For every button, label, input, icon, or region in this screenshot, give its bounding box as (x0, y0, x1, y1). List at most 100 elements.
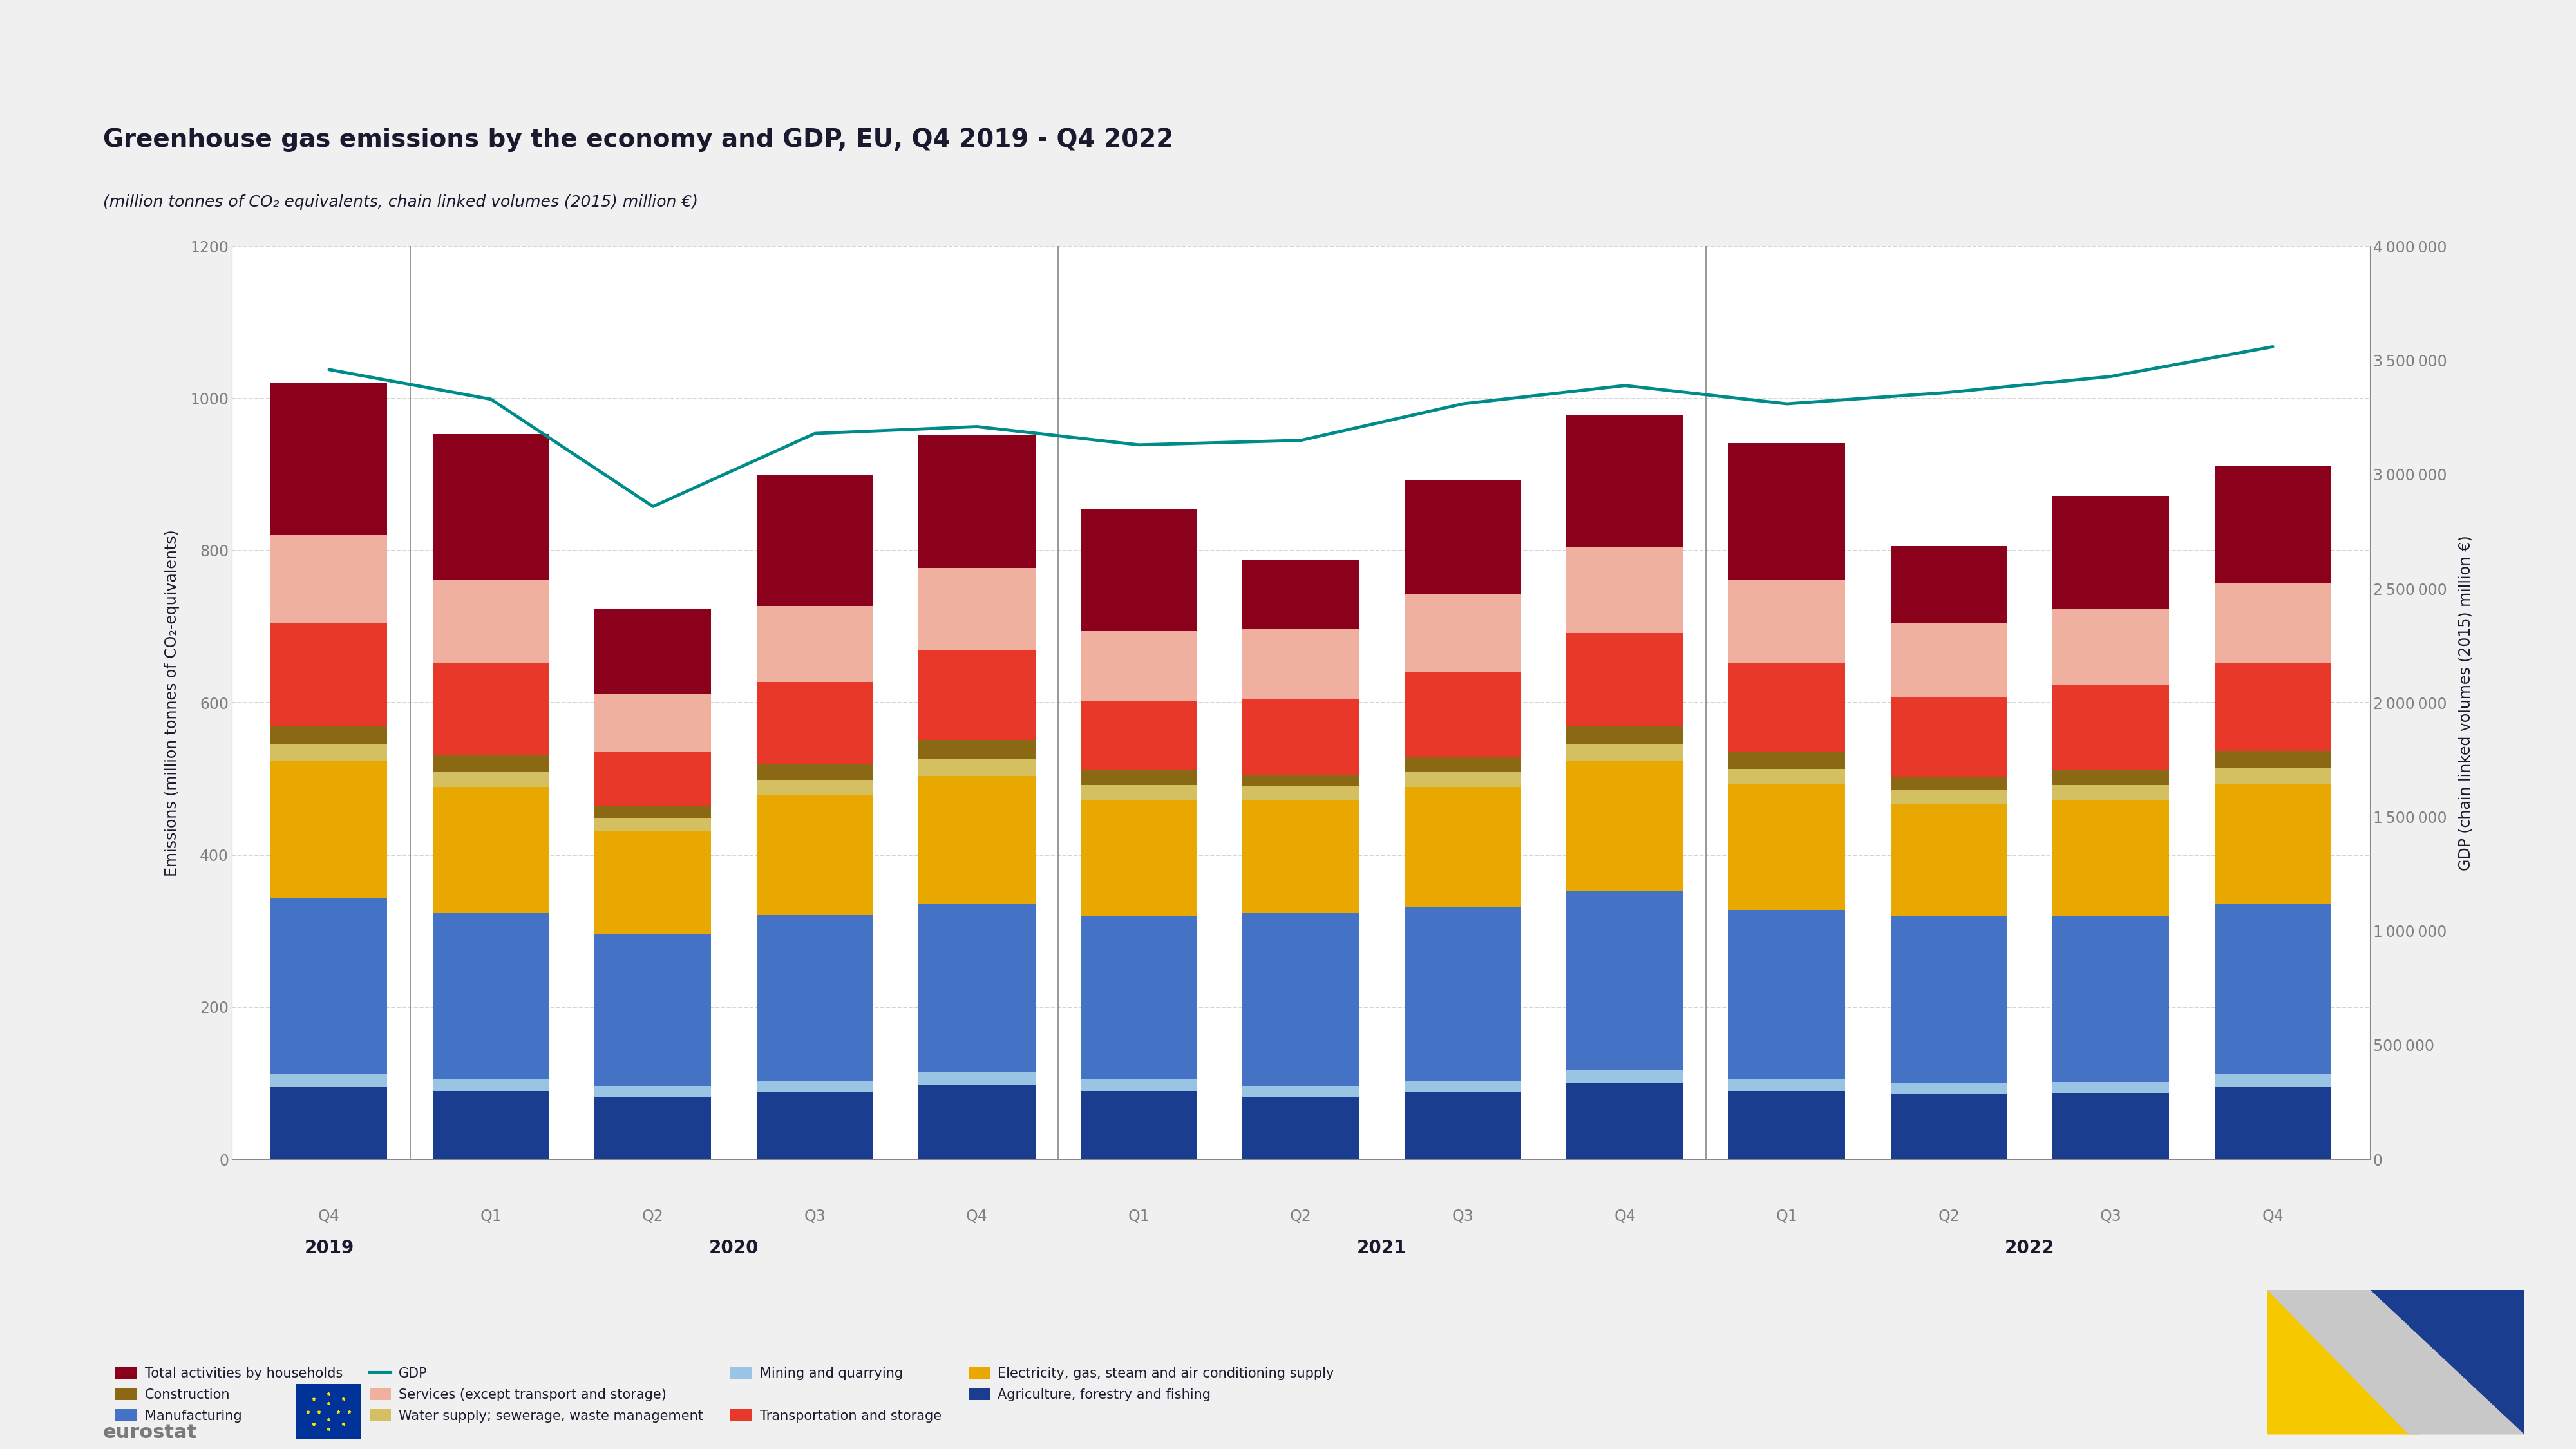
Text: 2019: 2019 (304, 1239, 353, 1258)
Bar (1566, 745, 1682, 761)
Bar (1566, 761, 1682, 891)
Bar (1566, 891, 1682, 1069)
Bar (1079, 510, 1198, 632)
Bar (1079, 769, 1198, 785)
Bar (920, 759, 1036, 775)
Bar (1566, 1084, 1682, 1159)
Bar (2053, 916, 2169, 1081)
Bar (757, 765, 873, 780)
Bar (2053, 769, 2169, 785)
Bar (1079, 785, 1198, 800)
Bar (270, 623, 386, 726)
Bar (433, 755, 549, 772)
Bar (757, 1081, 873, 1093)
Legend: Total activities by households, Construction, Manufacturing, GDP, Services (exce: Total activities by households, Construc… (111, 1362, 1340, 1427)
Bar (1891, 1094, 2007, 1159)
Text: 2022: 2022 (2004, 1239, 2056, 1258)
Bar (1404, 772, 1522, 787)
Bar (1242, 800, 1360, 913)
Bar (920, 1085, 1036, 1159)
Bar (270, 761, 386, 898)
Bar (1891, 917, 2007, 1082)
Bar (1891, 777, 2007, 790)
Bar (433, 1091, 549, 1159)
Bar (433, 662, 549, 755)
Bar (1728, 1078, 1844, 1091)
Bar (1079, 800, 1198, 916)
Bar (1891, 1082, 2007, 1094)
Bar (920, 1072, 1036, 1085)
Text: Q3: Q3 (1453, 1208, 1473, 1224)
Bar (1566, 633, 1682, 726)
Bar (1566, 726, 1682, 745)
Bar (1079, 701, 1198, 769)
Bar (595, 806, 711, 817)
Bar (433, 787, 549, 913)
Bar (1728, 1091, 1844, 1159)
Bar (1404, 594, 1522, 671)
Bar (920, 651, 1036, 740)
Bar (595, 1087, 711, 1097)
Bar (1079, 1091, 1198, 1159)
Bar (270, 1074, 386, 1087)
Bar (1891, 790, 2007, 804)
Polygon shape (2267, 1290, 2524, 1435)
Text: Q1: Q1 (1128, 1208, 1149, 1224)
Bar (1242, 913, 1360, 1087)
Polygon shape (2267, 1290, 2421, 1435)
Bar (1891, 697, 2007, 777)
Bar (270, 535, 386, 623)
Bar (920, 435, 1036, 568)
Bar (1728, 662, 1844, 752)
Bar (1404, 671, 1522, 756)
Text: 2020: 2020 (708, 1239, 760, 1258)
Bar (1242, 629, 1360, 698)
Text: Q2: Q2 (641, 1208, 665, 1224)
Bar (2215, 904, 2331, 1074)
Bar (1566, 414, 1682, 548)
Bar (1728, 784, 1844, 910)
Text: Q4: Q4 (966, 1208, 987, 1224)
Bar (2053, 609, 2169, 684)
Bar (2215, 784, 2331, 904)
Bar (1728, 910, 1844, 1078)
Bar (433, 580, 549, 662)
Bar (2215, 1087, 2331, 1159)
Text: Q2: Q2 (1937, 1208, 1960, 1224)
Bar (1404, 756, 1522, 772)
Bar (1242, 561, 1360, 629)
Bar (270, 1087, 386, 1159)
Bar (270, 745, 386, 761)
Text: Q1: Q1 (479, 1208, 502, 1224)
Bar (2053, 1093, 2169, 1159)
Bar (1566, 1069, 1682, 1084)
Bar (2053, 800, 2169, 916)
Bar (2215, 1074, 2331, 1087)
Bar (1242, 775, 1360, 787)
Text: (million tonnes of CO₂ equivalents, chain linked volumes (2015) million €): (million tonnes of CO₂ equivalents, chai… (103, 194, 698, 210)
Bar (1891, 804, 2007, 917)
Bar (433, 772, 549, 787)
Bar (1891, 546, 2007, 623)
Bar (2215, 465, 2331, 584)
Text: Q3: Q3 (2099, 1208, 2123, 1224)
Text: Q3: Q3 (804, 1208, 827, 1224)
Bar (920, 740, 1036, 759)
Bar (757, 780, 873, 796)
Bar (757, 682, 873, 765)
Bar (1728, 752, 1844, 769)
Bar (1728, 580, 1844, 662)
Bar (1242, 787, 1360, 800)
Bar (920, 568, 1036, 651)
Text: 2021: 2021 (1358, 1239, 1406, 1258)
Text: Q4: Q4 (319, 1208, 340, 1224)
Bar (433, 913, 549, 1078)
Bar (2215, 584, 2331, 664)
Polygon shape (2370, 1290, 2524, 1435)
Bar (2053, 684, 2169, 769)
Bar (920, 904, 1036, 1072)
Bar (1891, 623, 2007, 697)
Bar (433, 1078, 549, 1091)
Bar (1404, 1093, 1522, 1159)
Text: eurostat: eurostat (103, 1423, 198, 1442)
